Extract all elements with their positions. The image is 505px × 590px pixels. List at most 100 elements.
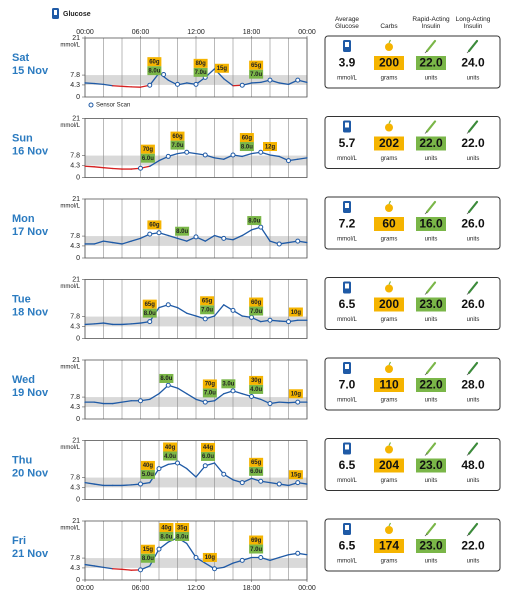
insulin-icon-tip	[424, 372, 428, 376]
glucose-segment	[112, 241, 123, 245]
y-unit: mmol/L	[60, 365, 80, 371]
summary-unit: units	[425, 559, 438, 565]
insulin-icon	[467, 442, 479, 455]
sensor-scan	[161, 72, 167, 78]
carbs-box	[249, 375, 264, 385]
plot-frame	[84, 118, 308, 178]
carbs-label: 10g	[291, 392, 302, 398]
insulin-icon-tip	[424, 533, 428, 537]
insulin-box	[163, 451, 178, 461]
summary-value: 200	[379, 297, 399, 311]
carbs-label: 44g	[203, 445, 214, 451]
glucose-icon-screen	[345, 203, 349, 208]
column-title: Average Glucose	[334, 16, 360, 30]
insulin-box	[140, 469, 155, 479]
x-tick-label: 06:00	[132, 29, 150, 36]
glucose-segment	[93, 166, 105, 169]
insulin-icon-tip	[466, 292, 470, 295]
y-tick-label: 0	[76, 335, 80, 342]
summary-value: 16.0	[419, 217, 443, 231]
summary-value: 22.0	[419, 378, 443, 392]
summary-box	[324, 35, 501, 89]
insulin-label: 7.0u	[201, 308, 213, 314]
summary-unit: mmol/L	[337, 317, 357, 323]
sensor-scan	[230, 388, 236, 394]
insulin-label: 4.0u	[164, 454, 176, 460]
glucose-segment	[130, 322, 142, 325]
sensor-scan	[295, 550, 301, 556]
y-tick-label: 21	[72, 357, 80, 364]
carbs-box	[147, 57, 162, 67]
insulin-icon	[425, 120, 437, 133]
y-unit: mmol/L	[60, 284, 80, 290]
y-unit: mmol/L	[60, 204, 80, 210]
sensor-scan	[249, 314, 254, 320]
y-unit: mmol/L	[60, 123, 80, 129]
day-date: 21 Nov	[12, 548, 49, 560]
insulin-label: 3.0u	[222, 382, 234, 388]
glucose-segment	[149, 393, 160, 400]
carbs-label: 35g	[177, 525, 188, 531]
summary-value: 26.0	[461, 217, 485, 231]
rapid-highlight	[416, 458, 446, 473]
summary-unit: grams	[381, 156, 398, 162]
glucose-segment	[84, 563, 95, 567]
carbs-box	[249, 535, 264, 545]
insulin-label: 8.0u	[148, 68, 160, 74]
carbs-label: 15g	[143, 547, 154, 553]
sensor-scan	[267, 401, 273, 407]
insulin-icon-tip	[466, 131, 470, 134]
insulin-box	[201, 451, 216, 461]
day-name: Mon	[12, 213, 35, 225]
sensor-scan	[138, 165, 143, 171]
summary-value: 22.0	[461, 539, 485, 553]
glucose-segment	[102, 322, 114, 326]
y-tick-label: 4.3	[70, 323, 80, 330]
sensor-scan	[295, 480, 301, 486]
sensor-scan	[202, 316, 208, 322]
carbs-icon	[385, 123, 393, 132]
carbs-box	[140, 144, 155, 154]
insulin-icon	[425, 442, 437, 455]
y-tick-label: 21	[72, 196, 80, 203]
summary-box	[324, 357, 501, 411]
carbs-icon	[385, 284, 393, 293]
insulin-box	[249, 306, 264, 316]
day-name: Sat	[12, 52, 29, 64]
summary-unit: units	[425, 317, 438, 323]
carbs-label: 70g	[205, 382, 216, 388]
insulin-label: 8.0u	[248, 218, 260, 224]
sensor-scan	[239, 557, 245, 563]
carbs-icon	[385, 365, 393, 373]
summary-unit: units	[425, 156, 438, 162]
glucose-segment	[130, 237, 142, 242]
glucose-segment	[186, 542, 197, 559]
carbs-box	[193, 58, 208, 68]
sensor-scan	[147, 82, 153, 88]
y-tick-label: 4.3	[70, 82, 80, 89]
carbs-highlight	[374, 297, 404, 312]
insulin-label: 8.0u	[176, 534, 188, 540]
glucose-segment	[186, 312, 197, 317]
sensor-scan	[258, 478, 264, 484]
insulin-icon	[467, 281, 479, 294]
glucose-segment	[176, 306, 188, 314]
carbs-icon	[385, 204, 393, 212]
rapid-highlight	[416, 136, 446, 151]
glucose-segment	[84, 82, 95, 85]
carbs-box	[239, 133, 254, 143]
carbs-box	[263, 142, 277, 152]
insulin-label: 8.0u	[144, 311, 156, 317]
summary-value: 60	[382, 217, 396, 231]
summary-unit: mmol/L	[337, 156, 357, 162]
glucose-segment	[186, 467, 197, 478]
carbs-box	[200, 296, 215, 306]
carbs-box	[249, 60, 264, 70]
glucose-segment	[121, 568, 132, 571]
y-unit: mmol/L	[60, 445, 80, 451]
summary-value: 110	[379, 378, 399, 392]
summary-unit: units	[467, 559, 480, 565]
y-unit: mmol/L	[60, 43, 80, 49]
glucose-icon-screen	[345, 122, 349, 128]
carbs-icon-stem	[388, 522, 392, 527]
